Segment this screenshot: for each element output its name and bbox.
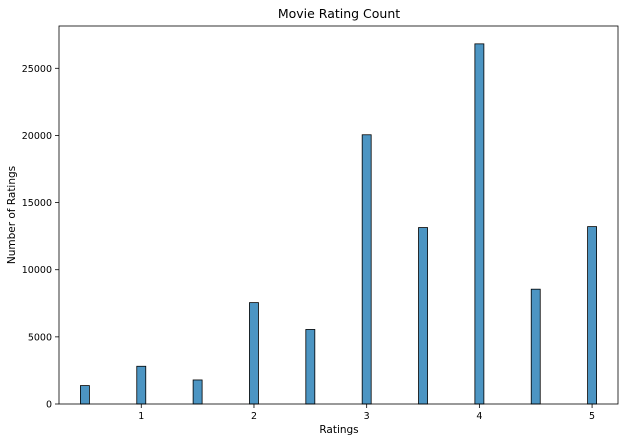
bar-rating-2.5 bbox=[305, 329, 316, 405]
plot-frame bbox=[58, 25, 619, 405]
bar-rating-1.5 bbox=[192, 379, 203, 405]
bars-group bbox=[80, 43, 597, 405]
y-tick-label: 20000 bbox=[22, 131, 52, 142]
x-tick-label: 3 bbox=[364, 411, 370, 422]
x-tick-label: 4 bbox=[476, 411, 482, 422]
bar-rating-0.5 bbox=[80, 385, 90, 405]
x-tick-label: 2 bbox=[251, 411, 257, 422]
y-tick-label: 25000 bbox=[22, 64, 52, 75]
bar-rating-3.5 bbox=[418, 227, 428, 405]
y-tick-label: 5000 bbox=[28, 332, 52, 343]
y-axis-label: Number of Ratings bbox=[6, 166, 18, 264]
y-tick-label: 10000 bbox=[22, 265, 52, 276]
bar-rating-4.5 bbox=[530, 288, 541, 405]
bar-rating-3 bbox=[361, 134, 372, 405]
y-tick-label: 0 bbox=[46, 400, 52, 411]
x-axis-label: Ratings bbox=[319, 424, 358, 436]
x-tick-label: 5 bbox=[589, 411, 595, 422]
chart-title: Movie Rating Count bbox=[278, 6, 400, 21]
bar-rating-2 bbox=[249, 302, 259, 405]
bar-rating-4 bbox=[474, 43, 485, 405]
x-tick-label: 1 bbox=[138, 411, 144, 422]
bar-rating-5 bbox=[587, 226, 597, 405]
x-axis-ticks: 1 2 3 4 5 bbox=[138, 404, 595, 422]
y-tick-label: 15000 bbox=[22, 198, 52, 209]
bar-rating-1 bbox=[136, 365, 147, 405]
y-axis-ticks: 0 5000 10000 15000 20000 25000 bbox=[22, 64, 59, 411]
